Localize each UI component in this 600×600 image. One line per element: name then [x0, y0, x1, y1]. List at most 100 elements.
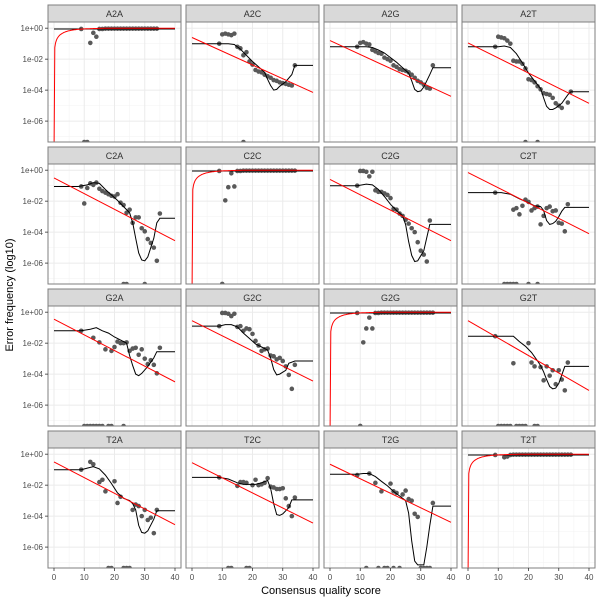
x-tick-label: 0 [190, 573, 195, 582]
data-point-zero [427, 565, 433, 568]
data-point [412, 229, 418, 235]
data-point [367, 315, 372, 320]
x-tick-label: 0 [328, 573, 333, 582]
data-point [250, 482, 255, 488]
data-point [232, 184, 237, 189]
data-point [91, 461, 96, 467]
data-point [283, 496, 289, 501]
y-tick-label: 1e-06 [23, 259, 44, 268]
data-point-zero [109, 423, 114, 426]
fitted-error-line [468, 45, 589, 110]
data-point [532, 364, 537, 369]
x-tick-label: 30 [554, 573, 563, 582]
data-point [538, 222, 543, 227]
facet-strip-label: T2T [520, 435, 537, 445]
facet-strip-label: T2C [244, 435, 262, 445]
data-point [142, 229, 148, 234]
y-tick-label: 1e+00 [21, 308, 44, 317]
fitted-error-line [330, 46, 451, 93]
fitted-error-line [330, 183, 451, 263]
data-point [526, 340, 531, 346]
panel-contents [53, 26, 175, 142]
facet-panel-t2a: T2A 1e+00 1e-02 1e-04 1e-06 0 10 20 30 40 [21, 430, 182, 582]
nominal-q-line [329, 463, 452, 523]
x-tick-label: 10 [356, 573, 365, 582]
panel-contents [329, 168, 452, 264]
data-point [550, 95, 555, 101]
panel-contents [329, 463, 452, 568]
facet-panel-c2c: C2C [185, 146, 320, 285]
facet-panel-t2g: T2G 0 10 20 30 40 [323, 430, 458, 582]
facet-panels: A2A 1e+00 1e-02 1e-04 1e-06 A2C A2G A2T C2A 1e+00… [21, 4, 596, 582]
data-point [412, 511, 418, 517]
facet-panel-c2t: C2T [461, 146, 596, 285]
data-point [514, 205, 519, 211]
data-point [112, 478, 117, 484]
facet-strip-label: A2T [520, 9, 537, 19]
data-point [370, 169, 375, 175]
data-point [367, 42, 372, 47]
data-point-zero [523, 423, 528, 426]
data-point-zero [376, 565, 381, 568]
panel-contents [467, 320, 590, 426]
data-point [103, 347, 108, 352]
data-point [232, 311, 237, 317]
data-point [559, 105, 565, 111]
panel-contents [467, 34, 590, 142]
facet-strip-label: C2C [243, 151, 262, 161]
data-point [370, 326, 375, 331]
data-point [289, 513, 295, 519]
data-point [409, 72, 414, 77]
data-point [265, 475, 270, 481]
facet-panel-g2c: G2C [185, 288, 320, 427]
data-point [133, 345, 138, 351]
data-point-zero [142, 281, 148, 284]
data-point-zero [241, 139, 246, 142]
x-tick-label: 40 [171, 573, 180, 582]
facet-strip-label: A2G [381, 9, 399, 19]
data-point [379, 489, 384, 494]
nominal-q-line [329, 311, 451, 426]
facet-strip-label: A2C [244, 9, 262, 19]
data-point [151, 530, 157, 536]
data-point [292, 362, 298, 368]
data-point [505, 38, 510, 43]
data-point-zero [514, 281, 519, 284]
panel-contents [191, 168, 313, 284]
data-point [81, 201, 87, 206]
nominal-q-line [329, 179, 452, 242]
data-point [517, 212, 522, 217]
facet-strip-label: G2T [520, 293, 538, 303]
panel-contents [191, 31, 314, 142]
x-tick-label: 10 [218, 573, 227, 582]
y-tick-label: 1e-02 [23, 197, 44, 206]
data-point [139, 513, 145, 519]
data-point [280, 485, 286, 491]
data-point [238, 323, 243, 329]
y-tick-label: 1e-04 [23, 370, 44, 379]
data-point [286, 372, 292, 378]
data-point [547, 373, 552, 378]
data-point [400, 492, 405, 497]
data-point [565, 100, 571, 105]
data-point [142, 356, 148, 361]
panel-border [323, 21, 458, 143]
fitted-error-line [192, 476, 313, 516]
data-point [115, 500, 120, 506]
nominal-q-line [191, 462, 314, 524]
data-point [388, 58, 393, 64]
data-point [244, 49, 249, 55]
x-tick-label: 40 [309, 573, 318, 582]
y-tick-label: 1e-04 [23, 228, 44, 237]
facet-strip-label: T2G [382, 435, 400, 445]
panel-border [461, 163, 596, 285]
y-tick-label: 1e+00 [21, 166, 44, 175]
fitted-error-line [54, 327, 175, 377]
data-point [292, 495, 298, 500]
facet-panel-c2g: C2G [323, 146, 458, 285]
data-point [418, 248, 424, 254]
data-point [124, 210, 129, 216]
facet-strip-label: C2A [106, 151, 124, 161]
data-point [360, 340, 366, 345]
